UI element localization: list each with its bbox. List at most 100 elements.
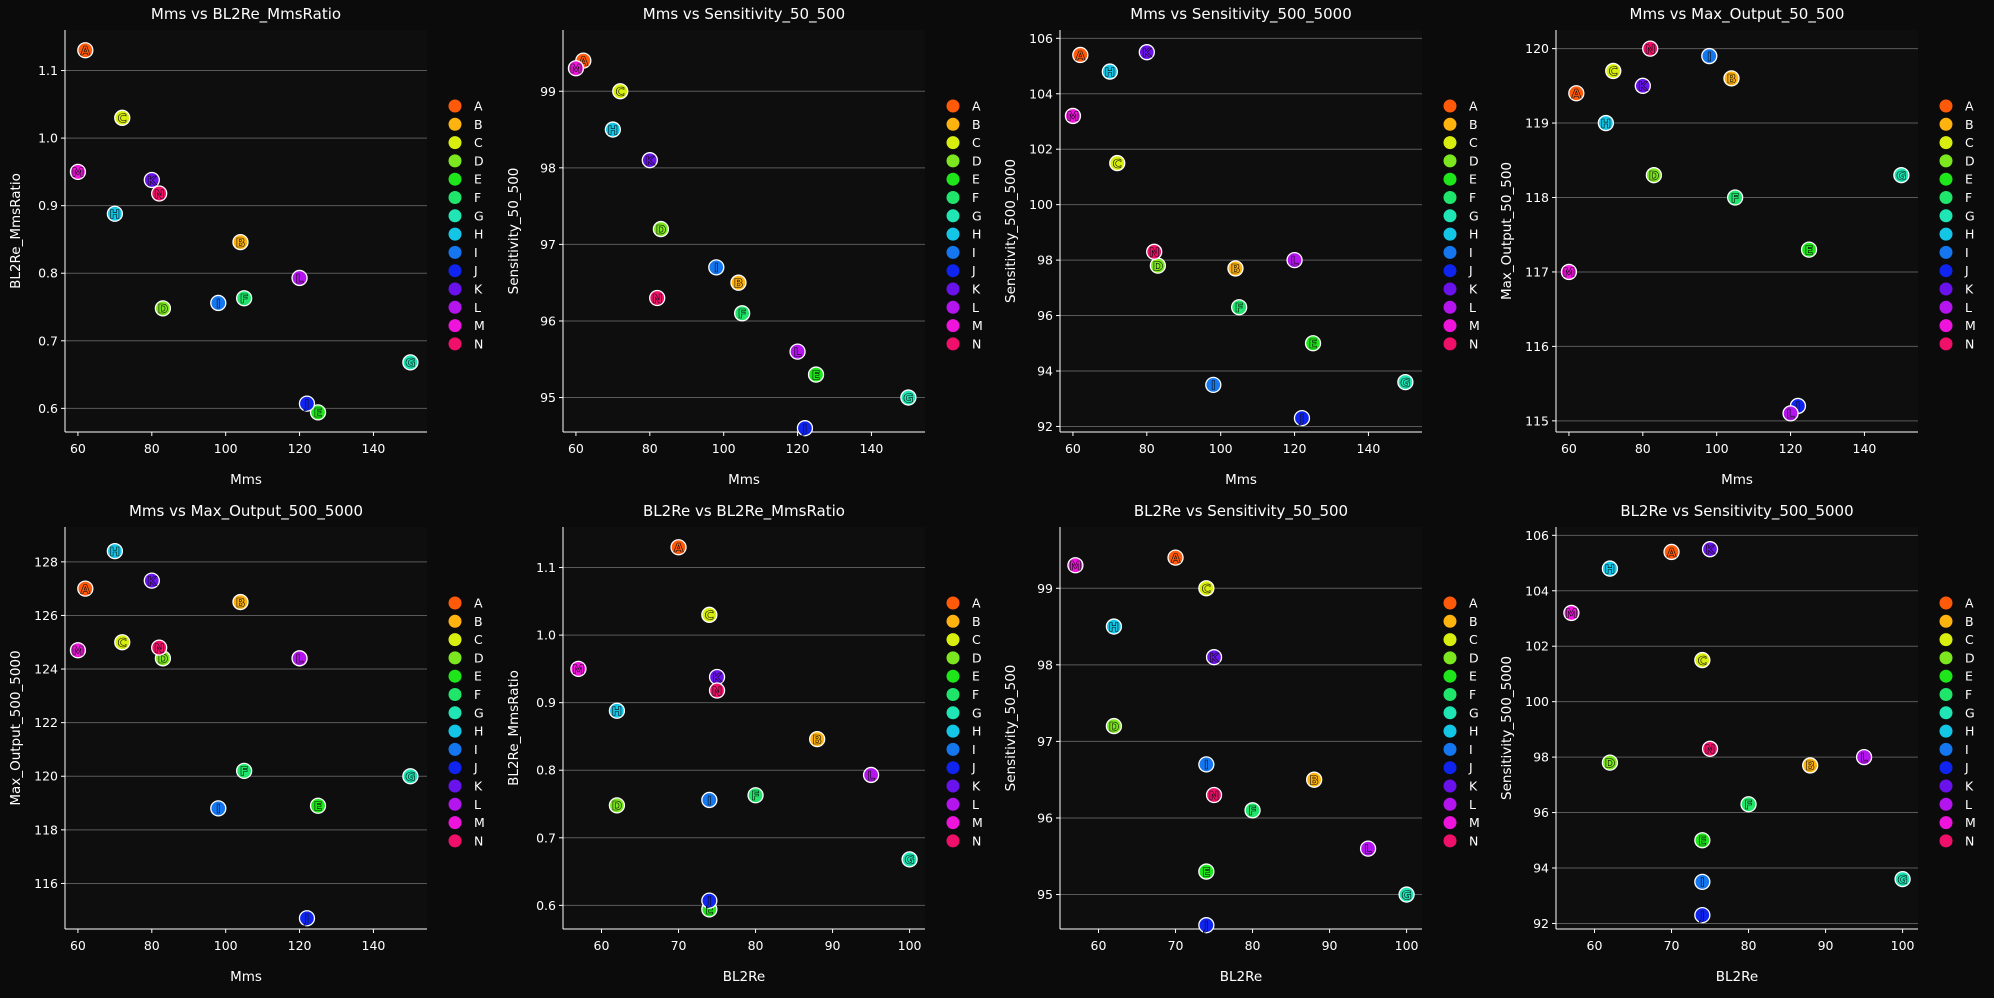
- legend-entry-J: J: [473, 263, 478, 278]
- legend-entry-D: D: [474, 650, 484, 665]
- legend-marker-B: [1939, 614, 1953, 628]
- y-tick-label: 119: [1525, 116, 1549, 131]
- data-label-D: D: [1649, 168, 1659, 183]
- x-tick-label: 80: [1139, 441, 1155, 456]
- data-point-H: [1601, 560, 1619, 577]
- data-point-A: [1072, 46, 1089, 64]
- data-point-F: [236, 290, 253, 307]
- legend-marker-I: [1939, 245, 1953, 259]
- legend-entry-M: M: [1469, 815, 1480, 830]
- legend-marker-A: [1939, 99, 1953, 113]
- data-point-I: [210, 800, 227, 817]
- data-point-B: [1227, 260, 1244, 277]
- legend-entry-I: I: [474, 245, 478, 260]
- legend-marker-K: [448, 779, 462, 793]
- legend-entry-A: A: [1965, 596, 1974, 611]
- data-label-I: I: [1204, 757, 1209, 772]
- legend-marker-M: [946, 319, 960, 333]
- data-label-H: H: [1601, 116, 1611, 131]
- plot-area: [1060, 30, 1422, 432]
- y-tick-label: 124: [34, 662, 58, 677]
- data-point-N: [1701, 740, 1719, 757]
- legend-marker-G: [448, 706, 462, 720]
- data-label-C: C: [1609, 64, 1618, 79]
- data-point-E: [807, 366, 825, 383]
- legend-entry-C: C: [1469, 632, 1478, 647]
- data-point-K: [1701, 541, 1719, 558]
- legend-entry-M: M: [1965, 318, 1976, 333]
- legend-entry-H: H: [972, 227, 981, 242]
- legend-entry-E: E: [1469, 172, 1477, 187]
- y-tick-label: 104: [1525, 583, 1549, 598]
- data-label-F: F: [751, 788, 760, 803]
- data-point-G: [402, 768, 419, 785]
- legend-marker-L: [448, 300, 462, 314]
- data-label-K: K: [1142, 45, 1153, 60]
- legend-marker-I: [1443, 245, 1457, 259]
- legend-marker-A: [1443, 596, 1457, 610]
- legend-entry-K: K: [474, 779, 483, 794]
- legend-entry-N: N: [972, 833, 981, 848]
- legend-entry-G: G: [972, 705, 982, 720]
- data-label-I: I: [707, 793, 712, 808]
- x-tick-label: 120: [288, 938, 312, 953]
- y-tick-label: 115: [1525, 413, 1549, 428]
- legend-marker-I: [1443, 742, 1457, 756]
- data-point-I: [708, 259, 725, 276]
- data-point-C: [114, 634, 131, 651]
- data-label-M: M: [1563, 265, 1575, 280]
- legend-entry-L: L: [1469, 797, 1476, 812]
- x-tick-label: 100: [1395, 938, 1419, 953]
- legend-entry-G: G: [474, 208, 484, 223]
- data-label-H: H: [612, 704, 622, 719]
- x-tick-label: 100: [214, 938, 238, 953]
- data-label-A: A: [1075, 48, 1085, 63]
- data-point-J: [298, 910, 316, 927]
- data-point-C: [114, 109, 131, 126]
- data-point-M: [567, 60, 585, 77]
- legend-entry-K: K: [474, 282, 483, 297]
- x-tick-label: 100: [898, 938, 922, 953]
- data-label-L: L: [296, 271, 304, 286]
- legend-marker-M: [1443, 816, 1457, 830]
- legend-marker-B: [1939, 117, 1953, 131]
- data-point-A: [1663, 543, 1680, 561]
- legend-marker-C: [1939, 136, 1953, 150]
- legend-entry-C: C: [474, 135, 483, 150]
- legend-entry-K: K: [1469, 779, 1478, 794]
- data-label-N: N: [154, 186, 164, 201]
- x-tick-label: 120: [288, 441, 312, 456]
- data-point-A: [1167, 549, 1184, 566]
- legend-entry-B: B: [972, 117, 981, 132]
- legend-entry-L: L: [1965, 797, 1972, 812]
- data-label-C: C: [118, 635, 127, 650]
- y-tick-label: 96: [1037, 810, 1053, 825]
- data-point-G: [901, 851, 918, 868]
- data-point-I: [1205, 376, 1222, 394]
- data-label-J: J: [304, 911, 310, 926]
- x-tick-label: 100: [1891, 938, 1915, 953]
- legend-entry-E: E: [972, 669, 980, 684]
- chart-panel-5: 116 118 120 122 124 126 128 60 80 100 120 140 Mms vs…: [8, 502, 485, 985]
- data-label-N: N: [652, 291, 662, 306]
- data-point-N: [1146, 243, 1163, 260]
- data-label-E: E: [1202, 864, 1211, 879]
- data-label-K: K: [1638, 79, 1649, 94]
- legend-marker-B: [448, 614, 462, 628]
- data-label-A: A: [80, 581, 90, 596]
- data-point-C: [701, 606, 718, 623]
- legend-marker-I: [946, 245, 960, 259]
- legend-marker-L: [946, 300, 960, 314]
- legend-marker-L: [1939, 300, 1953, 314]
- data-point-G: [1398, 886, 1415, 903]
- data-label-E: E: [1805, 242, 1814, 257]
- data-label-J: J: [802, 421, 808, 436]
- y-tick-label: 116: [34, 876, 58, 891]
- legend-marker-N: [1939, 834, 1953, 848]
- legend-marker-E: [1443, 172, 1457, 186]
- legend-marker-N: [1443, 337, 1457, 351]
- data-label-A: A: [1667, 545, 1677, 560]
- legend-entry-D: D: [1469, 153, 1479, 168]
- data-label-D: D: [1109, 719, 1119, 734]
